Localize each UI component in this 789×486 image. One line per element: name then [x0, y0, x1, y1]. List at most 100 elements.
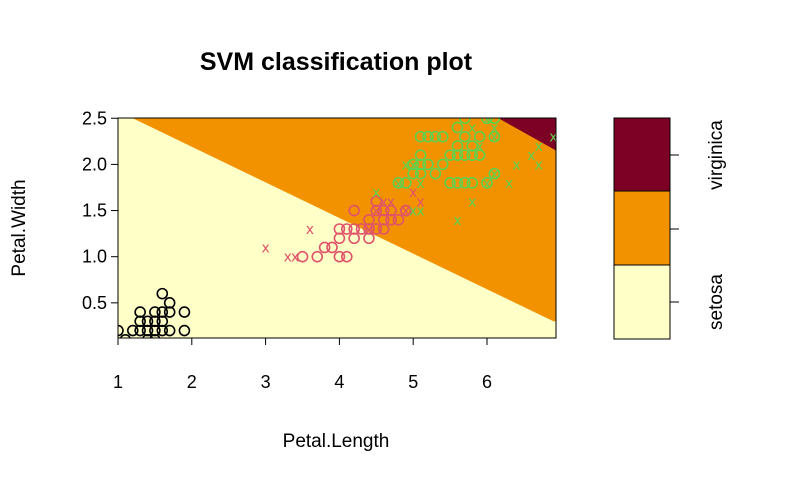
support-vector-virginica-sv: x: [468, 120, 476, 136]
support-vector-virginica-sv: x: [490, 130, 498, 146]
data-point-virginica: [414, 130, 427, 143]
data-point-versicolor: [333, 223, 346, 235]
data-point-versicolor: [377, 204, 390, 217]
support-vector-virginica-sv: x: [512, 157, 520, 173]
data-point-setosa: [163, 324, 176, 337]
support-vector-versicolor-sv: x: [372, 204, 380, 220]
data-point-setosa: [156, 287, 169, 300]
data-point-virginica: [451, 177, 464, 189]
data-point-virginica: [451, 140, 464, 152]
support-vector-virginica-sv: x: [527, 148, 535, 164]
support-vector-versicolor-sv: x: [387, 194, 395, 210]
data-point-virginica: [436, 130, 449, 143]
data-point-versicolor: [340, 250, 353, 263]
data-point-setosa: [163, 297, 176, 309]
support-vector-virginica-sv: x: [535, 157, 543, 173]
y-tick-label: 0.5: [82, 293, 107, 313]
support-vector-versicolor-sv: x: [365, 222, 373, 238]
data-point-versicolor: [385, 204, 397, 217]
y-axis-label: Petal.Width: [9, 179, 30, 276]
data-point-setosa: [118, 324, 124, 337]
data-point-versicolor: [400, 204, 412, 217]
data-point-versicolor: [311, 250, 324, 263]
data-point-versicolor: [333, 250, 346, 263]
support-vector-virginica-sv: x: [483, 111, 491, 127]
region-versicolor: [132, 118, 556, 322]
support-vector-versicolor-sv: x: [402, 204, 410, 220]
data-point-setosa: [149, 306, 161, 318]
data-point-virginica: [392, 177, 405, 189]
data-point-setosa: [178, 324, 191, 337]
data-point-versicolor: [363, 213, 375, 226]
legend-swatch-virginica: [613, 117, 671, 192]
data-point-versicolor: [348, 223, 360, 235]
data-point-setosa: [156, 315, 169, 328]
data-point-virginica: [422, 158, 434, 171]
y-axis: 0.5 1.0 1.5 2.0 2.5: [82, 108, 118, 313]
x-axis-label: Petal.Length: [283, 431, 390, 452]
data-point-virginica: [473, 130, 486, 143]
data-point-virginica: [473, 149, 486, 161]
data-point-virginica: [459, 130, 471, 143]
data-point-virginica: [488, 167, 501, 180]
y-tick-label: 2.0: [82, 154, 107, 174]
data-point-versicolor: [392, 213, 405, 226]
data-point-setosa: [149, 333, 161, 338]
data-point-versicolor: [363, 232, 375, 245]
legend-swatch-versicolor: [613, 190, 671, 266]
x-tick-label: 3: [261, 372, 271, 392]
data-point-versicolor: [348, 204, 360, 217]
support-vector-virginica-sv: x: [409, 204, 417, 220]
data-point-versicolor: [340, 223, 353, 235]
legend-swatch-setosa: [613, 264, 671, 340]
support-vector-versicolor-sv: x: [416, 194, 424, 210]
y-tick-label: 1.0: [82, 247, 107, 267]
data-point-virginica: [414, 167, 427, 180]
support-vector-virginica-sv: x: [490, 120, 498, 136]
data-point-versicolor: [326, 241, 338, 254]
x-tick-label: 2: [187, 372, 197, 392]
support-vector-versicolor-sv: x: [261, 240, 269, 256]
data-point-setosa: [141, 315, 154, 328]
support-vector-virginica-sv: x: [535, 139, 543, 155]
support-vector-virginica-sv: x: [416, 204, 424, 220]
support-vector-versicolor-sv: x: [394, 176, 402, 192]
data-point-virginica: [488, 130, 501, 143]
data-point-setosa: [134, 315, 146, 328]
x-tick-label: 4: [334, 372, 344, 392]
support-vector-virginica-sv: x: [409, 157, 417, 173]
support-vector-virginica-sv: x: [505, 176, 513, 192]
data-point-virginica: [422, 130, 434, 143]
data-point-setosa: [178, 306, 191, 318]
data-point-virginica: [429, 130, 442, 143]
data-point-virginica: [466, 140, 479, 152]
data-point-versicolor: [318, 241, 331, 254]
data-point-versicolor: [370, 195, 383, 208]
x-tick-label: 5: [408, 372, 418, 392]
y-tick-label: 2.5: [82, 108, 107, 128]
support-vector-virginica-sv: x: [475, 139, 483, 155]
support-vector-virginica-sv: x: [372, 185, 380, 201]
support-vector-virginica-sv: x: [453, 213, 461, 229]
support-vector-virginica-sv: x: [416, 176, 424, 192]
chart-title: SVM classification plot: [200, 48, 473, 76]
data-point-virginica: [451, 121, 464, 134]
data-point-versicolor: [377, 223, 390, 235]
support-vector-versicolor-sv: x: [409, 185, 417, 201]
data-point-virginica: [429, 167, 442, 180]
y-tick-label: 1.5: [82, 201, 107, 221]
data-point-virginica: [407, 167, 420, 180]
data-point-virginica: [444, 177, 456, 189]
data-point-versicolor: [355, 223, 368, 235]
x-tick-label: 6: [482, 372, 492, 392]
data-point-setosa: [141, 333, 154, 338]
data-point-virginica: [459, 149, 471, 161]
x-axis: 1 2 3 4 5 6: [113, 338, 492, 392]
data-point-versicolor: [296, 250, 309, 263]
support-vector-virginica-sv: x: [402, 157, 410, 173]
data-point-virginica: [400, 177, 412, 189]
support-vector-virginica-sv: x: [394, 176, 402, 192]
support-vector-virginica-sv: x: [549, 130, 557, 146]
